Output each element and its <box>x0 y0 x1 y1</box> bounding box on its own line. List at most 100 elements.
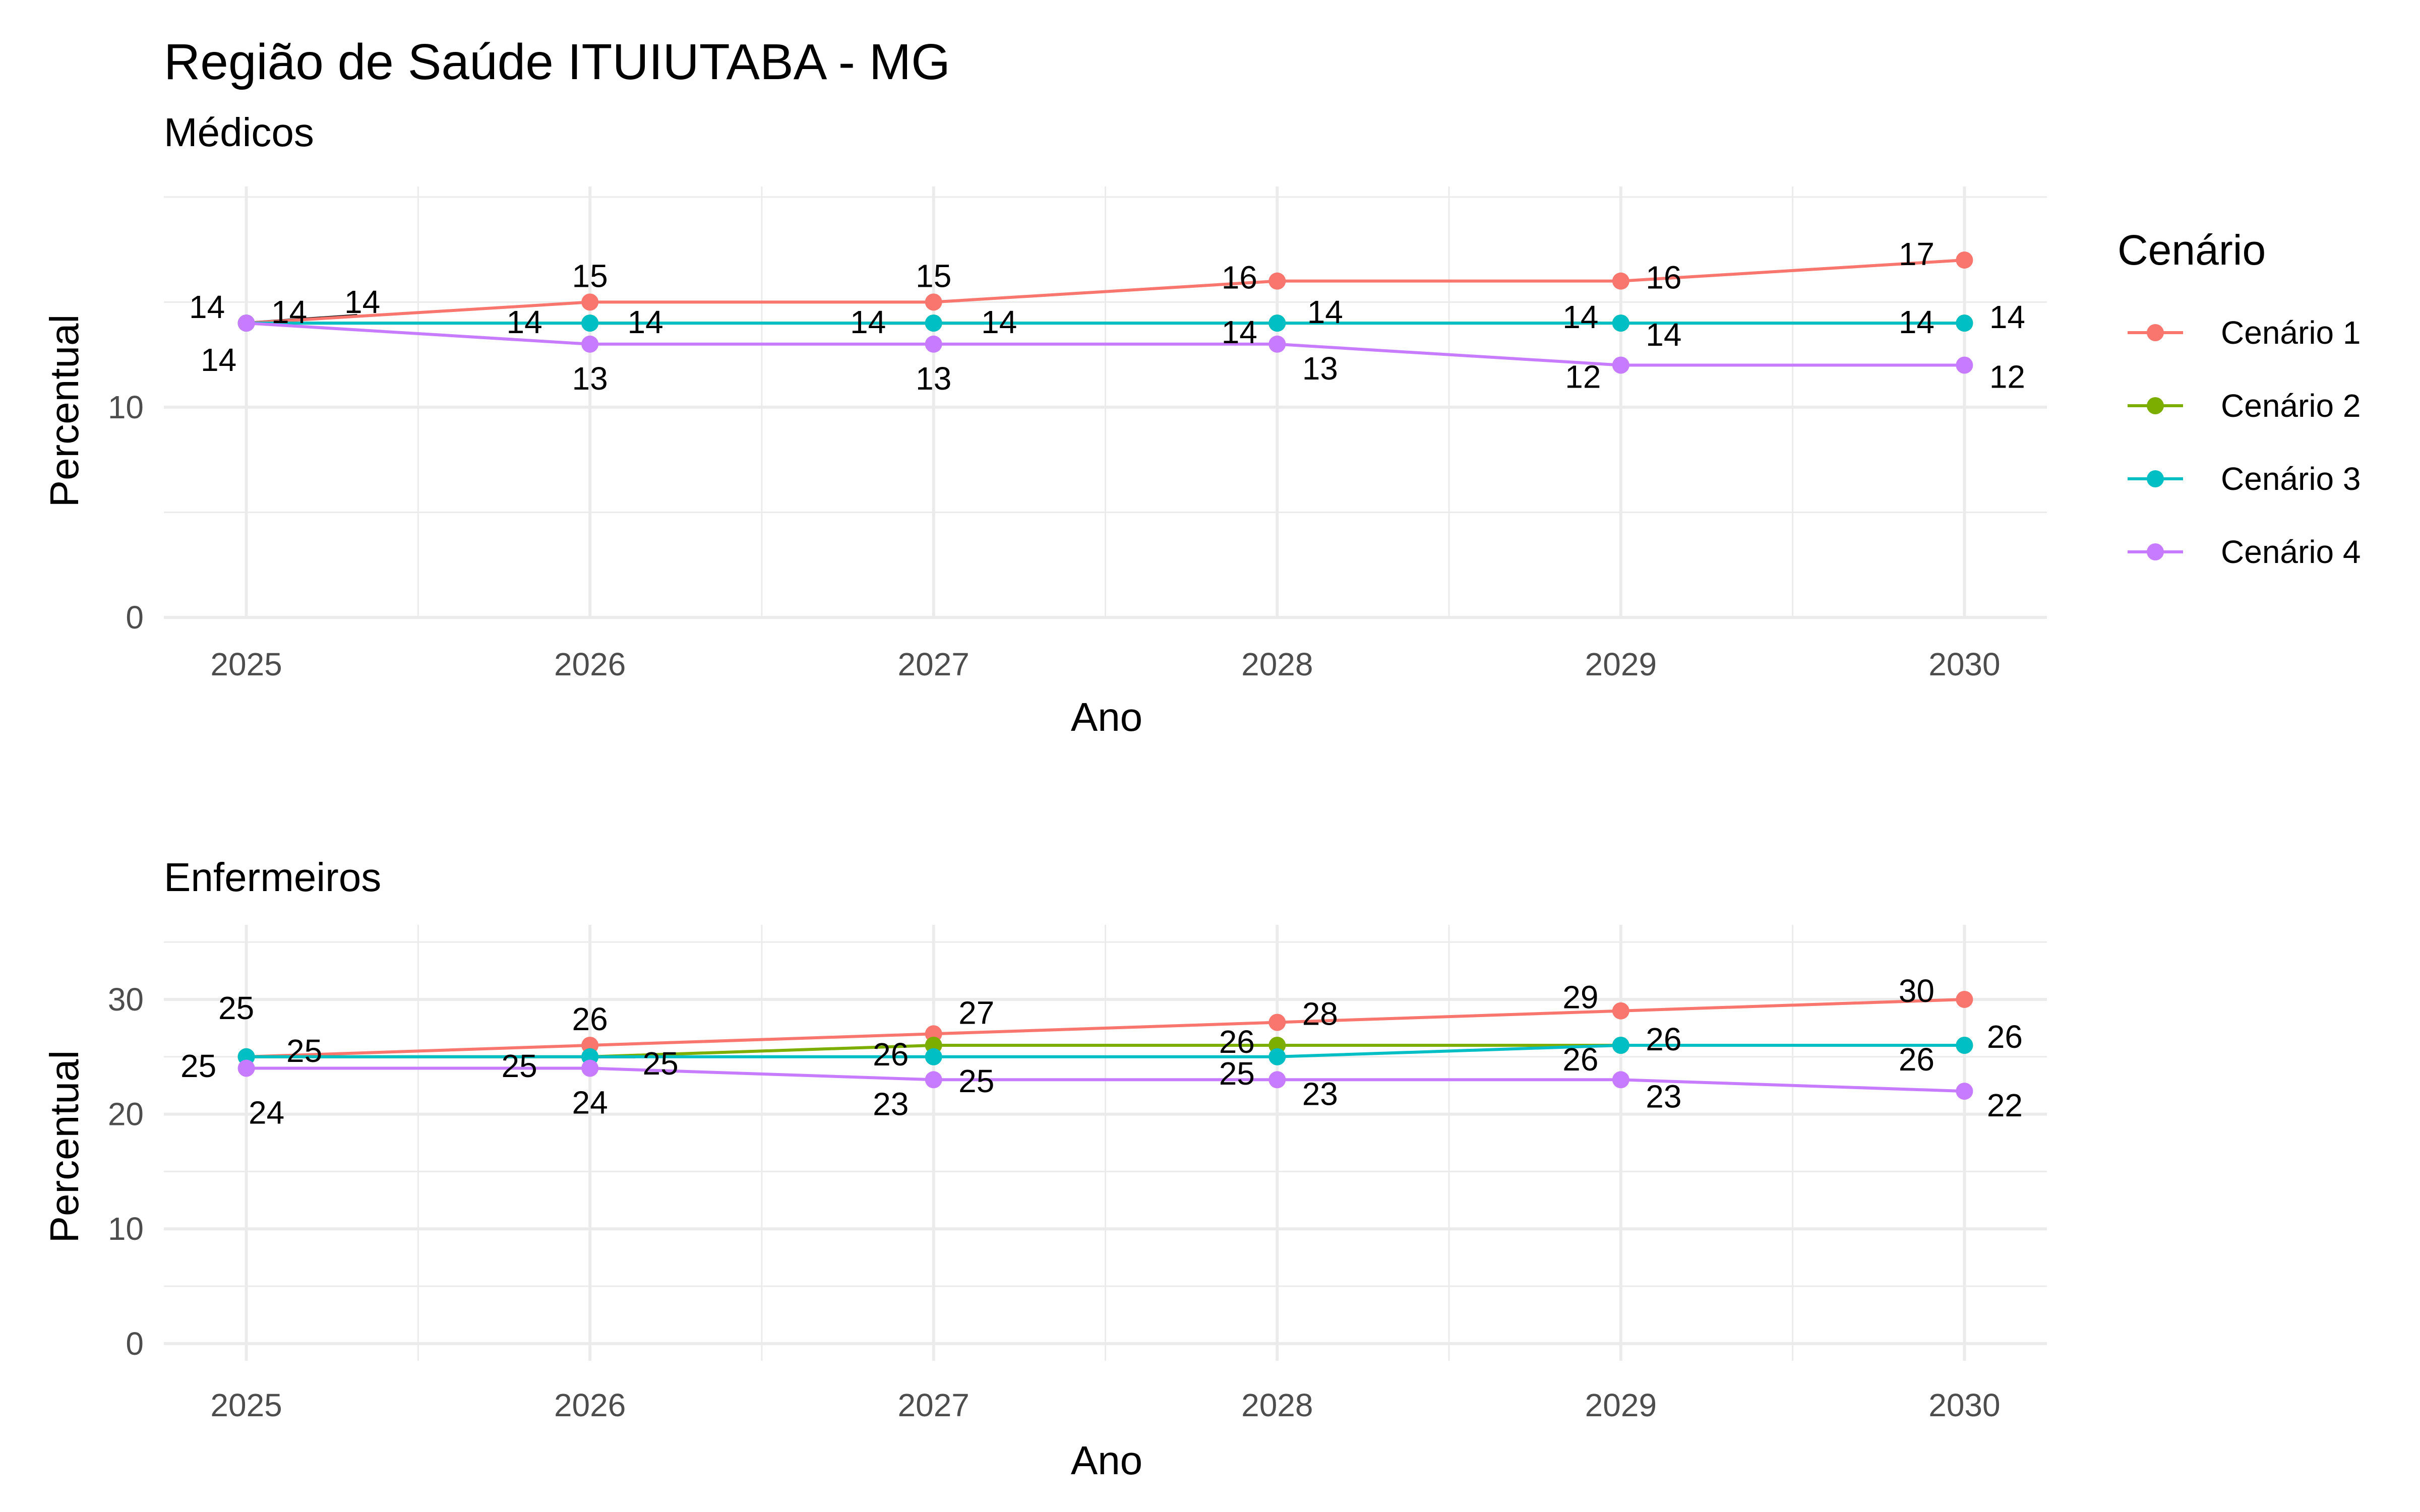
data-label: 23 <box>1646 1078 1681 1114</box>
x-tick-labels: 2025 2026 2027 2028 2029 2030 <box>210 1387 2000 1423</box>
x-tick-label: 2030 <box>1928 1387 2000 1423</box>
data-label: 14 <box>850 304 886 340</box>
legend-label: Cenário 4 <box>2221 534 2361 570</box>
y-tick-label: 20 <box>108 1096 144 1132</box>
data-label: 23 <box>1302 1076 1338 1112</box>
data-point <box>1956 356 1973 374</box>
y-tick-label: 30 <box>108 981 144 1018</box>
data-point <box>925 1071 942 1089</box>
data-point <box>1612 1002 1629 1020</box>
series-group <box>237 251 1973 374</box>
data-point <box>1268 314 1286 332</box>
data-point <box>581 335 599 353</box>
data-label: 26 <box>1899 1041 1934 1078</box>
data-label: 25 <box>180 1048 216 1084</box>
data-point <box>1268 272 1286 290</box>
legend-key-point <box>2147 397 2164 414</box>
data-label: 12 <box>1989 359 2025 395</box>
legend-items: Cenário 1 Cenário 2 Cenário 3 Cenário 4 <box>2128 314 2361 570</box>
data-label: 14 <box>1562 299 1598 335</box>
legend-label: Cenário 3 <box>2221 461 2361 497</box>
data-point <box>925 293 942 311</box>
data-point <box>925 314 942 332</box>
data-label: 26 <box>572 1001 608 1037</box>
series-line <box>246 258 1965 325</box>
data-point <box>1612 1071 1629 1089</box>
data-label: 14 <box>201 342 236 378</box>
data-label: 23 <box>873 1086 909 1122</box>
data-label: 25 <box>286 1033 322 1069</box>
data-label: 14 <box>981 304 1017 340</box>
data-label: 25 <box>502 1048 537 1084</box>
legend-label: Cenário 2 <box>2221 388 2361 424</box>
data-point <box>237 314 255 332</box>
series-line <box>246 1044 1965 1058</box>
data-label: 14 <box>1222 314 1257 350</box>
data-point <box>1612 272 1629 290</box>
x-axis-title: Ano <box>1071 1438 1142 1483</box>
y-tick-label: 10 <box>108 1211 144 1247</box>
chart-title: Região de Saúde ITUIUTABA - MG <box>164 34 950 90</box>
data-label: 14 <box>1899 304 1934 340</box>
x-tick-label: 2027 <box>898 1387 970 1423</box>
data-label: 17 <box>1899 236 1934 272</box>
data-label: 13 <box>916 360 951 397</box>
data-point <box>581 314 599 332</box>
data-label: 14 <box>1307 294 1343 330</box>
data-label: 25 <box>958 1063 994 1099</box>
data-point <box>1268 1071 1286 1089</box>
data-label: 14 <box>1989 299 2025 335</box>
data-label: 13 <box>1302 350 1338 387</box>
x-tick-label: 2028 <box>1241 646 1313 682</box>
series-line <box>246 997 1965 1058</box>
data-point <box>1268 335 1286 353</box>
y-axis-title: Percentual <box>42 1050 87 1243</box>
data-point <box>925 1048 942 1065</box>
data-point <box>1956 1083 1973 1100</box>
data-label: 26 <box>1646 1021 1681 1057</box>
panel-subtitle: Enfermeiros <box>164 855 381 900</box>
x-tick-label: 2025 <box>210 1387 282 1423</box>
data-label: 27 <box>958 994 994 1031</box>
data-point <box>1268 1014 1286 1031</box>
y-axis-title: Percentual <box>42 314 87 507</box>
data-label: 12 <box>1565 359 1601 395</box>
data-label: 14 <box>344 284 380 320</box>
data-label: 25 <box>643 1045 679 1082</box>
data-label: 25 <box>1219 1055 1255 1092</box>
data-point <box>1956 990 1973 1008</box>
data-label: 15 <box>916 258 951 294</box>
series-group <box>237 990 1973 1100</box>
data-point <box>581 293 599 311</box>
legend-key-point <box>2147 324 2164 341</box>
y-tick-label: 0 <box>126 1326 144 1362</box>
data-point <box>1612 1037 1629 1054</box>
legend-title: Cenário <box>2118 226 2266 274</box>
data-label: 24 <box>572 1085 608 1121</box>
y-tick-labels: 0 10 <box>108 389 144 636</box>
series-line <box>246 1066 1965 1093</box>
legend-label: Cenário 1 <box>2221 314 2361 351</box>
data-label: 16 <box>1646 260 1681 296</box>
data-label: 30 <box>1899 973 1934 1009</box>
y-tick-labels: 0 10 20 30 <box>108 981 144 1362</box>
x-tick-label: 2028 <box>1241 1387 1313 1423</box>
x-axis-title: Ano <box>1071 695 1142 739</box>
data-label: 29 <box>1562 979 1598 1016</box>
panel-subtitle: Médicos <box>164 110 314 155</box>
data-label: 26 <box>1562 1041 1598 1078</box>
data-label: 16 <box>1222 260 1257 296</box>
data-label: 26 <box>1987 1019 2023 1055</box>
data-label: 14 <box>507 304 542 340</box>
y-tick-label: 0 <box>126 599 144 636</box>
legend-key-point <box>2147 470 2164 487</box>
x-tick-label: 2030 <box>1928 646 2000 682</box>
y-tick-label: 10 <box>108 389 144 425</box>
x-tick-label: 2025 <box>210 646 282 682</box>
data-labels: 14 15 15 16 16 17 14 14 14 14 14 14 14 14 14 14 14 14 14 13… <box>189 236 2025 397</box>
x-tick-label: 2029 <box>1585 1387 1657 1423</box>
panel-medicos: Médicos 010 2025 2026 2027 2028 2029 2030 141… <box>42 110 2047 739</box>
